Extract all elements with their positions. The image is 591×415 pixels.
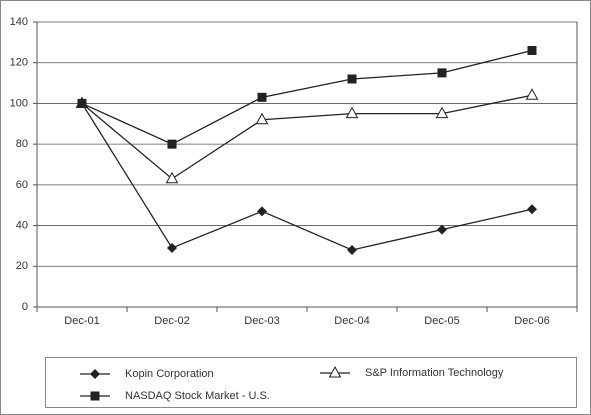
y-tick-label: 140 bbox=[10, 16, 28, 28]
y-tick-label: 60 bbox=[16, 179, 28, 191]
legend-marker bbox=[90, 391, 100, 401]
x-tick-label: Dec-04 bbox=[334, 315, 369, 327]
x-tick-label: Dec-06 bbox=[514, 315, 549, 327]
y-tick-label: 0 bbox=[22, 301, 28, 313]
marker bbox=[165, 171, 179, 184]
legend-marker bbox=[328, 365, 342, 378]
marker bbox=[167, 242, 177, 253]
legend-label: S&P Information Technology bbox=[365, 367, 504, 379]
marker bbox=[435, 106, 449, 119]
series-line bbox=[81, 103, 533, 251]
legend-label: NASDAQ Stock Market - U.S. bbox=[125, 390, 270, 402]
x-tick-label: Dec-03 bbox=[244, 315, 279, 327]
marker bbox=[257, 92, 267, 102]
y-tick-label: 20 bbox=[16, 260, 28, 272]
y-tick-label: 40 bbox=[16, 219, 28, 231]
series-line bbox=[81, 94, 533, 180]
marker bbox=[167, 139, 177, 149]
marker bbox=[347, 245, 357, 255]
series-line bbox=[81, 49, 533, 145]
legend-label: Kopin Corporation bbox=[125, 368, 214, 380]
marker bbox=[437, 68, 447, 78]
marker bbox=[437, 224, 447, 235]
legend-box bbox=[45, 357, 577, 408]
legend-marker bbox=[90, 369, 100, 379]
marker bbox=[347, 74, 357, 84]
marker bbox=[527, 204, 537, 215]
x-tick-label: Dec-02 bbox=[154, 315, 189, 327]
marker bbox=[255, 112, 269, 125]
y-tick-label: 120 bbox=[10, 57, 28, 69]
x-tick-label: Dec-05 bbox=[424, 315, 459, 327]
marker bbox=[527, 46, 537, 55]
marker bbox=[345, 106, 359, 119]
marker bbox=[77, 98, 87, 108]
x-tick-label: Dec-01 bbox=[64, 315, 99, 327]
y-tick-label: 100 bbox=[10, 97, 28, 109]
y-tick-label: 80 bbox=[16, 138, 28, 150]
marker bbox=[257, 206, 267, 217]
marker bbox=[525, 88, 539, 100]
